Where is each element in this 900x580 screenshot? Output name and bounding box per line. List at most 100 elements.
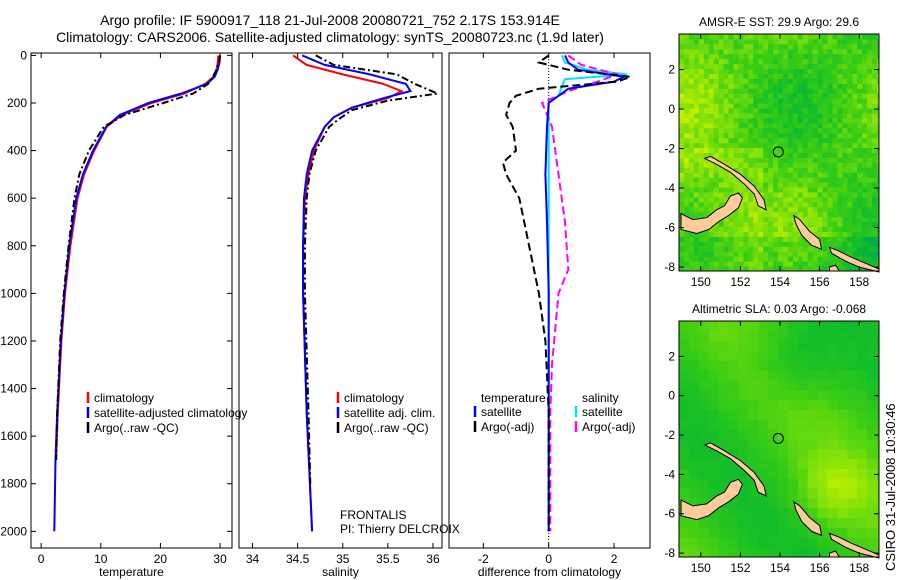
map-cell <box>852 88 858 94</box>
map-cell <box>768 439 779 450</box>
map-cell <box>872 53 878 60</box>
map-cell <box>684 182 690 188</box>
map-cell <box>743 73 749 79</box>
map-cell <box>763 216 769 223</box>
map-cell <box>713 93 720 99</box>
map-cell <box>758 360 769 371</box>
map-cell <box>832 58 838 65</box>
map-cell <box>688 98 695 104</box>
map-cell <box>842 236 848 242</box>
map-cell <box>728 360 739 371</box>
map-cell <box>723 236 730 242</box>
map-cell <box>773 172 779 178</box>
map-cell <box>837 162 843 168</box>
map-cell <box>728 103 734 109</box>
x-tick-label: 154 <box>770 275 790 289</box>
map-cell <box>698 182 705 188</box>
map-cell <box>688 468 700 479</box>
map-cell <box>698 108 705 114</box>
map-cell <box>778 498 789 509</box>
map-cell <box>857 380 868 391</box>
map-cell <box>817 103 824 109</box>
map-cell <box>758 266 764 272</box>
map-cell <box>693 206 700 213</box>
map-cell <box>862 127 868 134</box>
y-tick-label: -8 <box>664 260 675 274</box>
map-cell <box>738 93 744 99</box>
map-cell <box>792 34 799 40</box>
map-cell <box>768 142 774 148</box>
map-cell <box>807 34 814 40</box>
map-cell <box>812 226 819 232</box>
series-line-salinity-satellite <box>547 54 628 532</box>
map-cell <box>684 53 690 60</box>
map-cell <box>867 517 878 528</box>
map-cell <box>698 537 710 548</box>
map-cell <box>693 187 700 193</box>
map-cell <box>852 73 858 79</box>
map-cell <box>783 251 789 257</box>
map-cell <box>758 43 764 50</box>
map-cell <box>822 117 829 124</box>
map-cell <box>718 439 729 450</box>
map-cell <box>758 98 764 104</box>
map-cell <box>797 231 804 237</box>
map-cell <box>748 537 759 548</box>
map-cell <box>867 137 873 144</box>
map-cell <box>733 127 739 134</box>
map-cell <box>827 537 838 548</box>
map-cell <box>812 68 819 74</box>
map-cell <box>807 419 819 430</box>
map-cell <box>877 498 880 509</box>
map-cell <box>698 88 705 94</box>
map-cell <box>787 34 794 40</box>
map-cell <box>847 221 853 227</box>
map-cell <box>743 142 749 148</box>
map-cell <box>748 211 754 218</box>
map-cell <box>857 399 868 410</box>
map-cell <box>787 261 794 267</box>
map-cell <box>728 93 734 99</box>
map-cell <box>877 167 880 173</box>
map-cell <box>698 117 705 124</box>
map-cell <box>778 38 784 45</box>
map-cell <box>792 137 799 144</box>
map-cell <box>872 196 878 203</box>
map-cell <box>753 266 759 272</box>
map-cell <box>773 147 779 153</box>
map-cell <box>792 73 799 79</box>
map-cell <box>703 142 710 148</box>
map-cell <box>797 448 809 460</box>
map-cell <box>698 439 710 450</box>
map-cell <box>708 162 715 168</box>
map-cell <box>817 132 824 139</box>
map-cell <box>718 83 725 89</box>
map-cell <box>698 547 710 558</box>
map-cell <box>743 246 749 252</box>
map-cell <box>812 147 819 153</box>
map-cell <box>792 113 799 119</box>
map-cell <box>832 93 838 99</box>
map-cell <box>679 132 685 139</box>
map-cell <box>728 537 739 548</box>
map-cell <box>827 458 838 469</box>
map-cell <box>852 43 858 50</box>
map-cell <box>708 88 715 94</box>
map-cell <box>852 142 858 148</box>
map-cell <box>802 206 809 213</box>
map-cell <box>862 241 868 247</box>
map-cell <box>698 68 705 74</box>
map-cell <box>872 241 878 247</box>
map-cell <box>822 172 829 178</box>
map-cell <box>857 448 868 460</box>
map-cell <box>703 34 710 40</box>
map-cell <box>817 340 828 351</box>
map-cell <box>773 256 779 262</box>
map-cell <box>832 211 838 218</box>
map-cell <box>723 142 730 148</box>
map-cell <box>684 58 690 65</box>
x-axis-label: salinity <box>322 565 359 579</box>
map-cell <box>684 211 690 218</box>
map-cell <box>768 58 774 65</box>
map-cell <box>842 142 848 148</box>
